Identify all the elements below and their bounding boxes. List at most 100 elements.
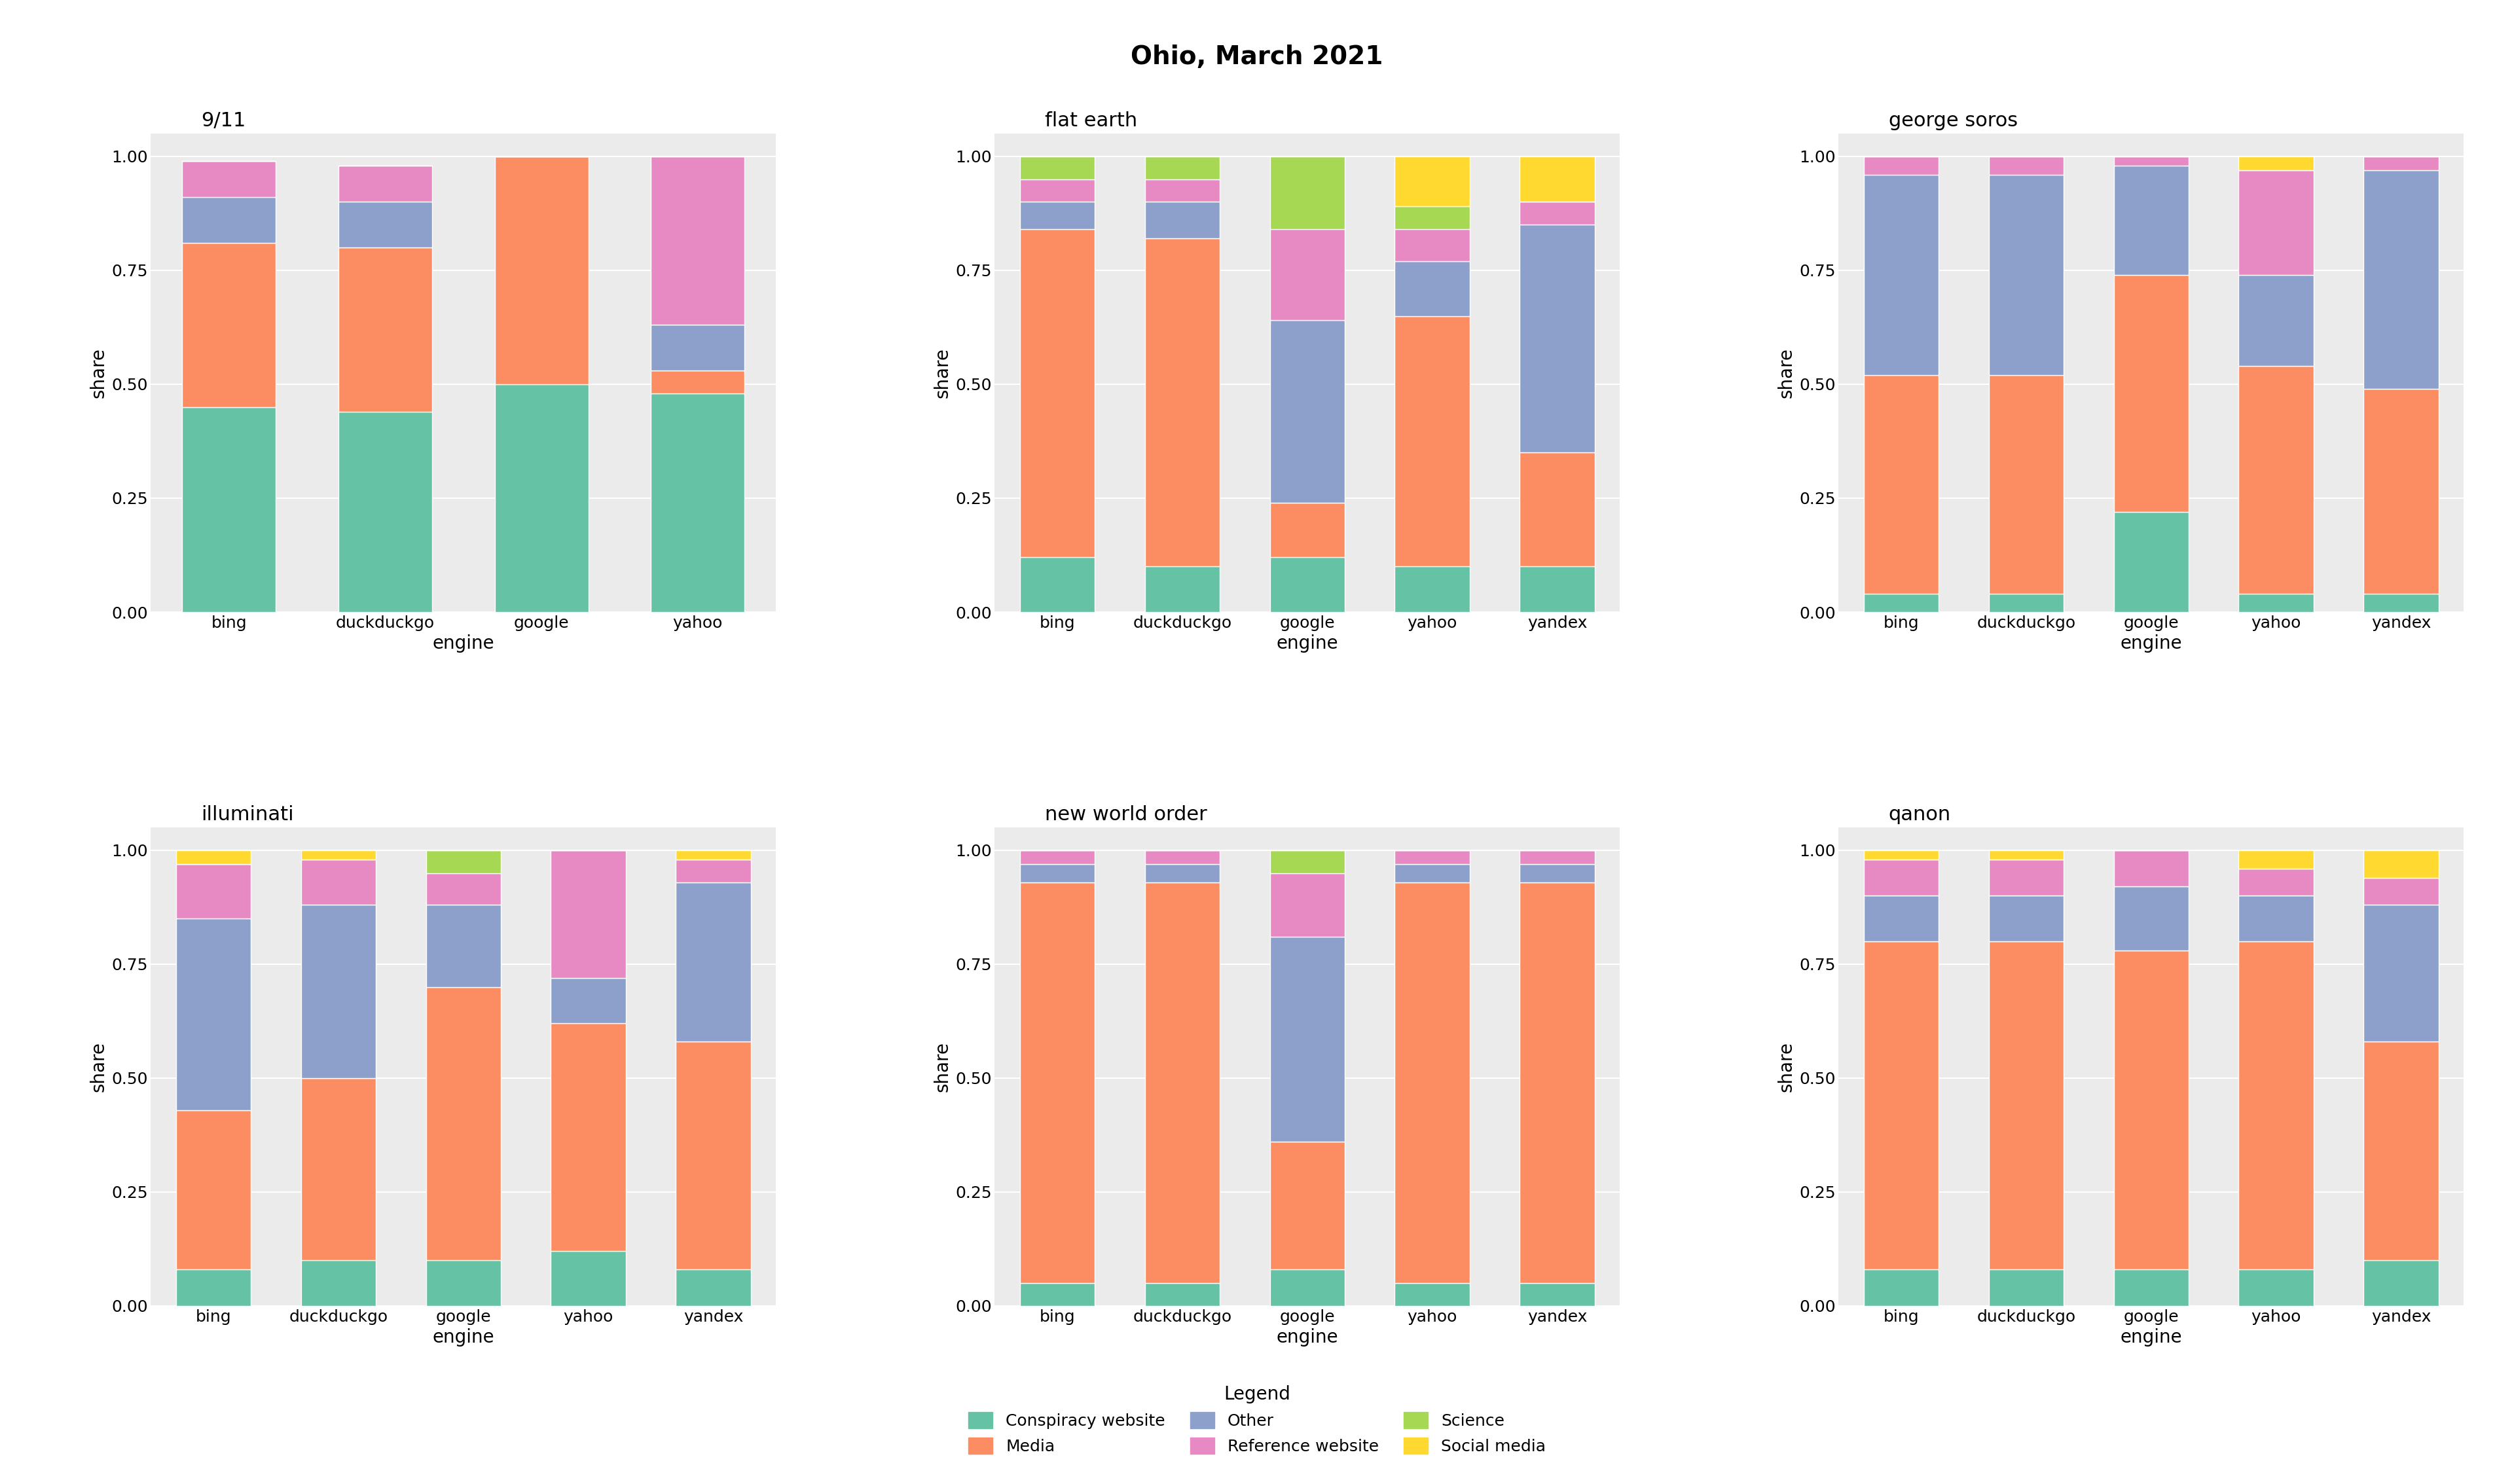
Bar [1021,229,1094,558]
Y-axis label: share: share [91,347,108,398]
Bar [425,873,500,905]
Y-axis label: share: share [1777,347,1795,398]
Bar [551,1251,626,1306]
Bar [302,1077,377,1260]
Bar [181,407,277,611]
Bar [425,905,500,987]
Bar [2237,275,2313,367]
Bar [339,411,432,611]
Y-axis label: share: share [933,1042,950,1092]
Text: 9/11: 9/11 [201,111,246,131]
Bar [2363,389,2439,594]
Bar [1863,1269,1938,1306]
Bar [1144,156,1219,180]
Bar [1144,850,1219,864]
Bar [1863,175,1938,375]
Bar [1270,936,1345,1141]
Bar [302,1260,377,1306]
Bar [1863,594,1938,611]
Bar [1270,156,1345,229]
Y-axis label: share: share [933,347,950,398]
Y-axis label: share: share [91,1042,108,1092]
Bar [2114,850,2190,886]
Bar [425,1260,500,1306]
Bar [176,919,251,1110]
Bar [1270,873,1345,936]
Bar [2114,275,2190,512]
Bar [181,160,277,197]
Bar [551,850,626,978]
Bar [1395,850,1471,864]
Bar [1863,859,1938,896]
X-axis label: engine: engine [1277,635,1337,653]
X-axis label: engine: engine [2119,635,2182,653]
Bar [1521,850,1594,864]
X-axis label: engine: engine [1277,1328,1337,1347]
Bar [2237,896,2313,941]
Bar [2114,886,2190,950]
Bar [2363,171,2439,389]
Bar [1395,864,1471,881]
Bar [1021,850,1094,864]
Bar [651,325,744,371]
Bar [1989,594,2064,611]
Bar [1270,558,1345,611]
Bar [1144,567,1219,611]
Bar [1270,229,1345,321]
Bar [1863,156,1938,175]
Bar [1521,202,1594,224]
Bar [176,1269,251,1306]
Bar [339,165,432,202]
Bar [1395,156,1471,206]
Bar [2237,850,2313,868]
Bar [1395,206,1471,229]
Bar [425,987,500,1260]
Bar [2363,594,2439,611]
Y-axis label: share: share [1777,1042,1795,1092]
Bar [1144,239,1219,567]
Bar [181,243,277,407]
Bar [1395,567,1471,611]
Bar [1144,180,1219,202]
Bar [302,905,377,1077]
Bar [651,393,744,611]
Bar [339,202,432,248]
X-axis label: engine: engine [432,635,495,653]
Bar [1989,1269,2064,1306]
Bar [2237,1269,2313,1306]
Bar [1395,261,1471,316]
Bar [676,1042,752,1269]
Bar [1989,850,2064,859]
Bar [1989,941,2064,1269]
Bar [1863,375,1938,594]
Bar [425,850,500,873]
Bar [1270,503,1345,558]
Bar [176,850,251,864]
Bar [1989,156,2064,175]
Bar [676,850,752,859]
Bar [2363,850,2439,877]
Bar [176,864,251,919]
Bar [1270,321,1345,503]
Bar [1521,1284,1594,1306]
Bar [1270,850,1345,873]
Bar [2237,367,2313,594]
Bar [1521,881,1594,1284]
Bar [651,156,744,325]
Bar [1395,881,1471,1284]
Bar [1144,881,1219,1284]
Legend: Conspiracy website, Media, Other, Reference website, Science, Social media: Conspiracy website, Media, Other, Refere… [963,1379,1551,1460]
Bar [1989,175,2064,375]
Bar [1144,1284,1219,1306]
Bar [2114,156,2190,165]
Bar [1395,229,1471,261]
Bar [2237,171,2313,275]
Bar [176,1110,251,1269]
Bar [1989,375,2064,594]
Text: Ohio, March 2021: Ohio, March 2021 [1131,45,1383,70]
Bar [2237,941,2313,1269]
Bar [1521,224,1594,453]
Bar [651,371,744,393]
Bar [1863,941,1938,1269]
Text: george soros: george soros [1888,111,2019,131]
